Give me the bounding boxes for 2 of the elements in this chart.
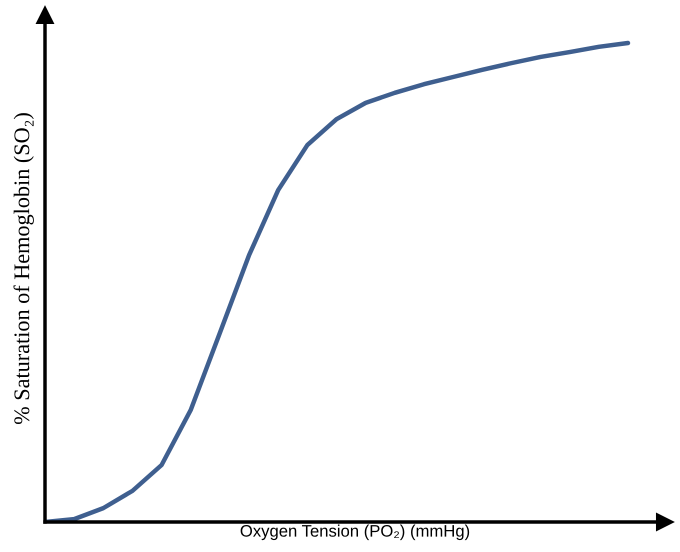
y-axis-title: % Saturation of Hemoglobin (SO₂) — [13, 113, 34, 424]
x-axis-title: Oxygen Tension (PO₂) (mmHg) — [240, 524, 470, 540]
